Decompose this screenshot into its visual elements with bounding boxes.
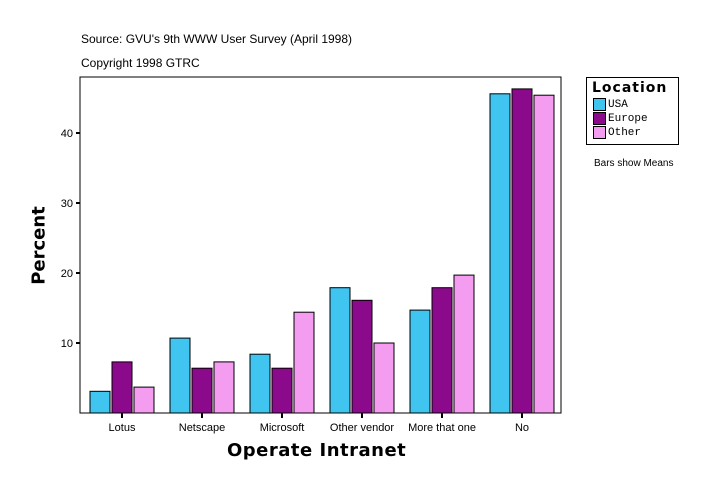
x-tick-label: No [515, 422, 529, 434]
legend-item: USA [593, 98, 628, 111]
y-axis-label: Percent [28, 206, 50, 285]
y-tick-label: 40 [61, 128, 73, 140]
legend: Location USA Europe Other [586, 77, 679, 145]
note-text: Bars show Means [594, 158, 674, 169]
legend-title: Location [592, 80, 668, 96]
legend-item: Europe [593, 112, 648, 125]
bar-usa-microsoft [249, 353, 271, 414]
bar-usa-lotus [89, 390, 111, 414]
plot-area [79, 76, 562, 414]
x-tick-label: Netscape [179, 422, 225, 434]
bar-other-more-that-one [453, 274, 475, 414]
bar-europe-other-vendor [351, 299, 373, 414]
source-line: Source: GVU's 9th WWW User Survey (April… [81, 32, 353, 46]
legend-label: Europe [608, 112, 648, 125]
bar-other-other-vendor [373, 342, 395, 414]
x-tick-label: Other vendor [330, 422, 395, 434]
legend-label: USA [608, 98, 628, 111]
bar-other-netscape [213, 361, 235, 414]
bar-other-lotus [133, 386, 155, 414]
x-tick-label: More that one [408, 422, 476, 434]
bar-europe-microsoft [271, 367, 293, 414]
y-tick-label: 30 [61, 198, 73, 210]
x-axis-label: Operate Intranet [227, 440, 407, 461]
x-tick-label: Microsoft [260, 422, 305, 434]
legend-swatch [593, 98, 606, 111]
bar-europe-more-that-one [431, 287, 453, 414]
legend-label: Other [608, 126, 642, 139]
bar-usa-no [489, 93, 511, 414]
legend-swatch [593, 112, 606, 125]
copyright-line: Copyright 1998 GTRC [81, 56, 200, 70]
bar-other-microsoft [293, 311, 315, 414]
y-tick-label: 20 [61, 268, 73, 280]
bar-europe-netscape [191, 367, 213, 414]
bar-europe-no [511, 88, 533, 414]
bar-usa-more-that-one [409, 309, 431, 414]
bar-usa-netscape [169, 337, 191, 414]
bar-usa-other-vendor [329, 287, 351, 414]
legend-item: Other [593, 126, 641, 139]
legend-swatch [593, 126, 606, 139]
bar-other-no [533, 94, 555, 414]
bar-europe-lotus [111, 361, 133, 414]
y-tick-label: 10 [61, 338, 73, 350]
x-tick-label: Lotus [109, 422, 136, 434]
